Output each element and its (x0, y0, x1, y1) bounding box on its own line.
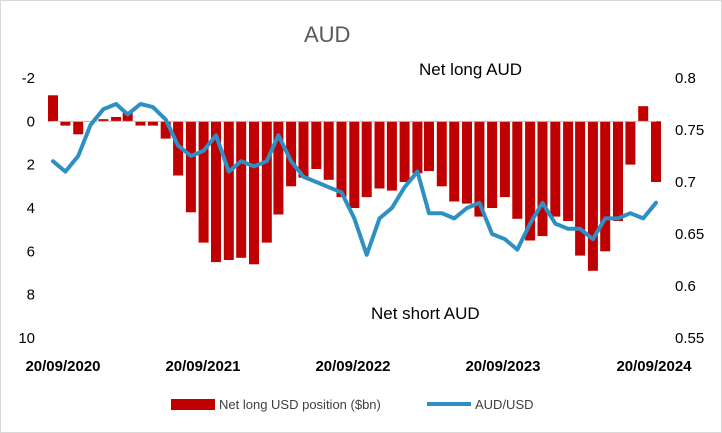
bar-mark (374, 121, 385, 189)
x-axis: 20/09/2020 20/09/2021 20/09/2022 20/09/2023… (25, 358, 692, 375)
bar-mark (474, 121, 485, 217)
bar-mark (487, 121, 498, 208)
bar-mark (550, 121, 561, 217)
bar-mark (160, 121, 171, 139)
right-tick-label: 0.65 (675, 226, 704, 243)
left-tick-label: 0 (27, 113, 35, 130)
bar-mark (512, 121, 523, 219)
legend: Net long USD position ($bn) AUD/USD (171, 397, 534, 412)
bar-mark (537, 121, 548, 237)
bar-mark (122, 112, 133, 122)
bar-mark (625, 121, 636, 165)
bar-mark (198, 121, 209, 243)
legend-bar-swatch (171, 399, 215, 410)
right-axis: 0.8 0.75 0.7 0.65 0.6 0.55 (675, 70, 704, 347)
bar-mark (600, 121, 611, 252)
bar-mark (48, 95, 58, 122)
x-tick-label: 20/09/2024 (616, 358, 692, 375)
x-tick-label: 20/09/2022 (315, 358, 390, 375)
bar-mark (613, 121, 623, 221)
bar-mark (147, 121, 158, 126)
left-axis: -2 0 2 4 6 8 10 (18, 70, 35, 347)
x-tick-label: 20/09/2021 (165, 358, 240, 375)
bar-mark (311, 121, 322, 169)
right-tick-label: 0.55 (675, 330, 704, 347)
bar-mark (273, 121, 284, 215)
bar-mark (361, 121, 372, 198)
x-tick-label: 20/09/2023 (465, 358, 540, 375)
annotation-net-long: Net long AUD (419, 60, 522, 79)
bar-mark (525, 121, 536, 241)
bar-mark (98, 119, 109, 122)
left-tick-label: 4 (27, 200, 35, 217)
bar-mark (111, 117, 122, 122)
bar-mark (249, 121, 259, 265)
left-tick-label: 10 (18, 330, 35, 347)
bar-mark (349, 121, 360, 208)
bar-mark (223, 121, 234, 260)
bar-mark (135, 121, 146, 126)
bar-mark (587, 121, 598, 271)
bar-mark (424, 121, 434, 172)
line-series-group (51, 102, 658, 257)
bar-mark (185, 121, 196, 213)
annotation-net-short: Net short AUD (371, 304, 480, 323)
left-tick-label: 6 (27, 243, 35, 260)
bar-mark (449, 121, 460, 202)
bar-mark (638, 106, 649, 122)
right-tick-label: 0.8 (675, 70, 696, 87)
bar-mark (286, 121, 297, 187)
bar-mark (73, 121, 84, 135)
legend-line-label: AUD/USD (475, 397, 534, 412)
bar-series (48, 95, 661, 271)
bar-mark (236, 121, 247, 258)
audusd-line (51, 102, 658, 257)
bar-mark (436, 121, 447, 187)
right-tick-label: 0.7 (675, 174, 696, 191)
bar-mark (336, 121, 347, 198)
bar-mark (60, 121, 71, 126)
chart-title: AUD (304, 22, 350, 47)
x-tick-label: 20/09/2020 (25, 358, 100, 375)
bar-mark (386, 121, 397, 191)
legend-bar-label: Net long USD position ($bn) (219, 397, 381, 412)
bar-mark (575, 121, 586, 256)
bar-mark (298, 121, 309, 178)
bar-mark (499, 121, 510, 198)
bar-mark (651, 121, 661, 182)
bar-mark (412, 121, 423, 174)
bar-mark (563, 121, 574, 221)
right-tick-label: 0.6 (675, 278, 696, 295)
left-tick-label: 2 (27, 157, 35, 174)
right-tick-label: 0.75 (675, 122, 704, 139)
bar-mark (399, 121, 410, 182)
bar-mark (211, 121, 221, 263)
bar-mark (173, 121, 184, 176)
bar-mark (323, 121, 334, 180)
left-tick-label: 8 (27, 287, 35, 304)
bar-mark (462, 121, 472, 204)
bar-mark (261, 121, 272, 243)
left-tick-label: -2 (22, 70, 35, 87)
